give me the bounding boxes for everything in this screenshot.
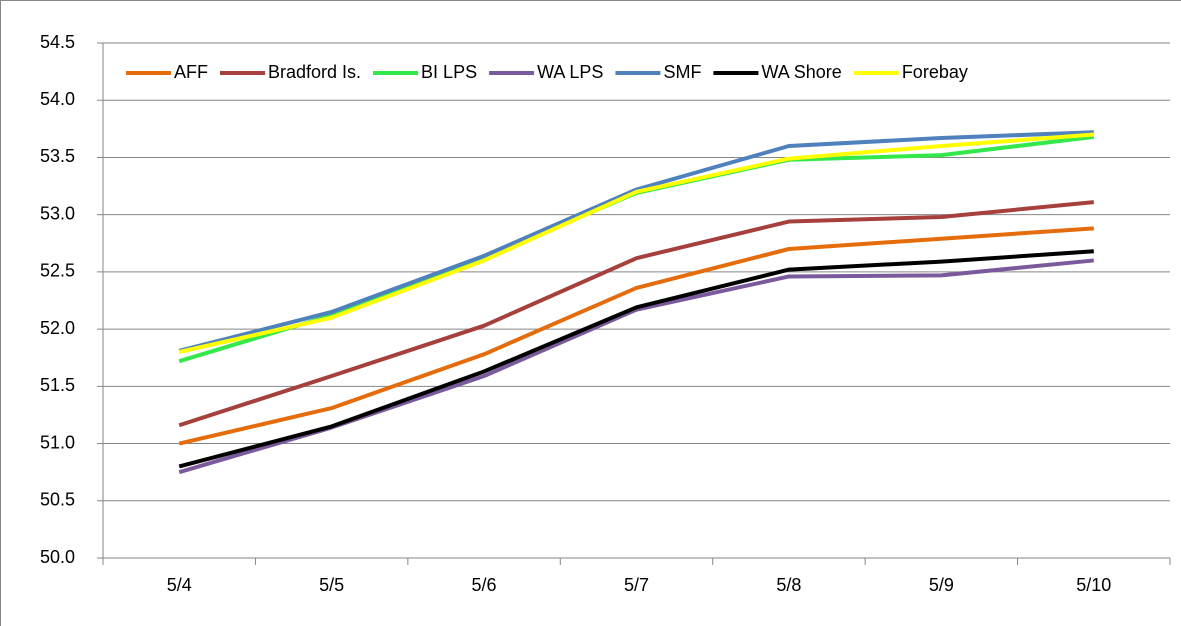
y-tick-label: 54.5 xyxy=(40,32,75,52)
series-line xyxy=(178,134,1095,364)
y-tick-label: 53.0 xyxy=(40,203,75,223)
series-line xyxy=(178,258,1094,475)
series-line xyxy=(178,249,1094,469)
series-line xyxy=(178,130,1094,353)
x-tick-label: 5/4 xyxy=(167,575,192,595)
legend-label: WA Shore xyxy=(761,62,841,82)
y-tick-label: 51.5 xyxy=(40,375,75,395)
x-tick-label: 5/10 xyxy=(1076,575,1111,595)
legend-label: Forebay xyxy=(902,62,968,82)
legend-label: BI LPS xyxy=(421,62,477,82)
y-tick-label: 52.5 xyxy=(40,261,75,281)
y-tick-label: 51.0 xyxy=(40,432,75,452)
x-tick-label: 5/8 xyxy=(776,575,801,595)
y-tick-label: 50.5 xyxy=(40,490,75,510)
legend-label: SMF xyxy=(663,62,701,82)
x-tick-label: 5/7 xyxy=(624,575,649,595)
series-line xyxy=(178,226,1094,446)
x-tick-label: 5/6 xyxy=(472,575,497,595)
legend-label: Bradford Is. xyxy=(268,62,361,82)
y-tick-label: 50.0 xyxy=(40,547,75,567)
legend-label: AFF xyxy=(174,62,208,82)
x-tick-label: 5/5 xyxy=(319,575,344,595)
y-tick-label: 54.0 xyxy=(40,89,75,109)
series-line xyxy=(178,200,1094,428)
legend-label: WA LPS xyxy=(537,62,603,82)
y-tick-label: 52.0 xyxy=(40,318,75,338)
series-line xyxy=(178,132,1094,354)
y-tick-label: 53.5 xyxy=(40,146,75,166)
x-tick-label: 5/9 xyxy=(929,575,954,595)
